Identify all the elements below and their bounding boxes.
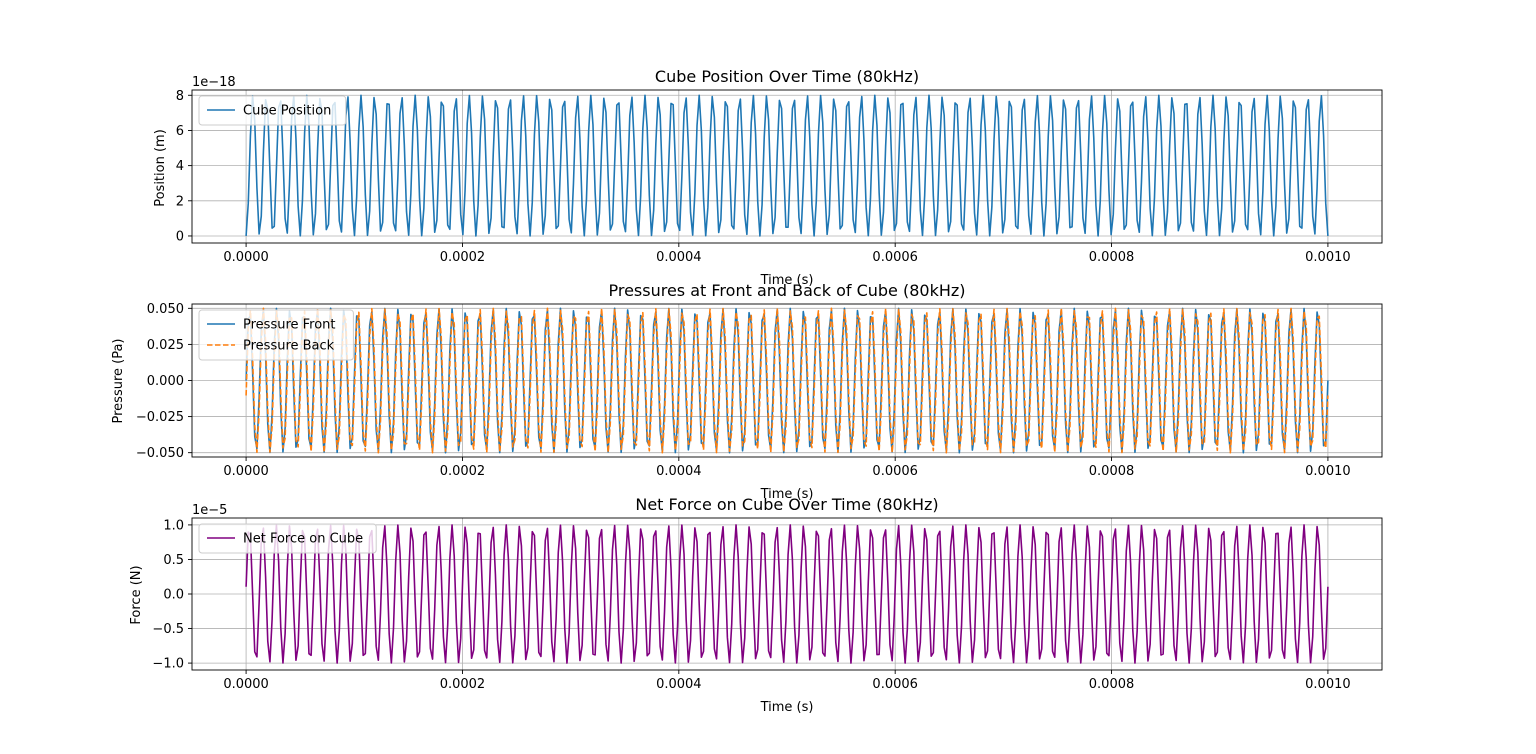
y-tick-label: 2 [176,194,184,209]
plot-area: 0.0000 0.0002 0.0004 0.0006 0.0008 0.0010 −0.0… [136,302,1383,479]
y-tick-label: 0 [176,229,184,244]
y-tick-label: −0.025 [136,410,184,425]
series-line-cube-position [245,94,1329,237]
x-tick-label: 0.0010 [1305,464,1351,479]
y-tick-label: 0.000 [147,374,184,389]
legend-label: Pressure Back [243,339,335,354]
legend: Net Force on Cube [198,523,377,554]
chart-title: Cube Position Over Time (80kHz) [655,67,919,86]
y-tick-label: −0.5 [152,622,184,637]
x-tick-label: 0.0008 [1089,464,1135,479]
y-tick-label: 4 [176,159,184,174]
x-axis-label: Time (s) [760,700,814,715]
y-tick-label: 0.5 [163,553,184,568]
x-tick-label: 0.0006 [872,250,918,265]
chart-title: Net Force on Cube Over Time (80kHz) [635,495,938,514]
x-tick-label: 0.0010 [1305,250,1351,265]
x-tick-label: 0.0000 [223,250,269,265]
legend: Pressure Front Pressure Back [198,309,354,361]
y-tick-label: 8 [176,89,184,104]
legend-label: Net Force on Cube [243,532,363,547]
x-tick-label: 0.0002 [440,464,486,479]
y-tick-label: 0.050 [147,302,184,317]
plot-area: 0.0000 0.0002 0.0004 0.0006 0.0008 0.0010 0 2 4 6… [176,89,1383,265]
y-tick-label: 0.025 [147,338,184,353]
x-tick-label: 0.0010 [1305,677,1351,692]
series-line-net-force-on-cube [245,524,1329,664]
plot-area: 0.0000 0.0002 0.0004 0.0006 0.0008 0.0010 −1.0… [152,517,1383,692]
y-tick-label: −0.050 [136,446,184,461]
offset-text: 1e−5 [192,503,227,518]
legend-box [198,95,347,126]
legend-box [198,309,354,361]
y-axis-label: Position (m) [153,129,168,207]
x-tick-label: 0.0004 [656,250,702,265]
legend-label: Cube Position [243,104,331,119]
series-line-pressure-back [245,307,1329,454]
panel-position: Cube Position Over Time (80kHz) 1e−18 Po… [153,67,1383,288]
panel-pressure: Pressures at Front and Back of Cube (80k… [111,281,1383,502]
x-tick-label: 0.0004 [656,677,702,692]
y-tick-label: 1.0 [163,518,184,533]
x-tick-label: 0.0006 [872,464,918,479]
x-tick-label: 0.0002 [440,250,486,265]
legend-box [198,523,377,554]
legend-label: Pressure Front [243,318,336,333]
x-axis-label: Time (s) [760,273,814,288]
x-tick-label: 0.0002 [440,677,486,692]
offset-text: 1e−18 [192,75,236,90]
x-tick-label: 0.0008 [1089,250,1135,265]
y-tick-label: 0.0 [163,588,184,603]
x-tick-label: 0.0000 [223,464,269,479]
x-axis-label: Time (s) [760,487,814,502]
y-axis-label: Force (N) [129,565,144,624]
axes-frame [191,89,1383,244]
x-tick-label: 0.0000 [223,677,269,692]
panel-force: Net Force on Cube Over Time (80kHz) 1e−5… [129,495,1383,715]
y-axis-label: Pressure (Pa) [111,338,126,423]
y-tick-label: 6 [176,124,184,139]
x-tick-label: 0.0004 [656,464,702,479]
legend: Cube Position [198,95,347,126]
x-tick-label: 0.0006 [872,677,918,692]
chart-title: Pressures at Front and Back of Cube (80k… [608,281,965,300]
x-tick-label: 0.0008 [1089,677,1135,692]
y-tick-label: −1.0 [152,657,184,672]
